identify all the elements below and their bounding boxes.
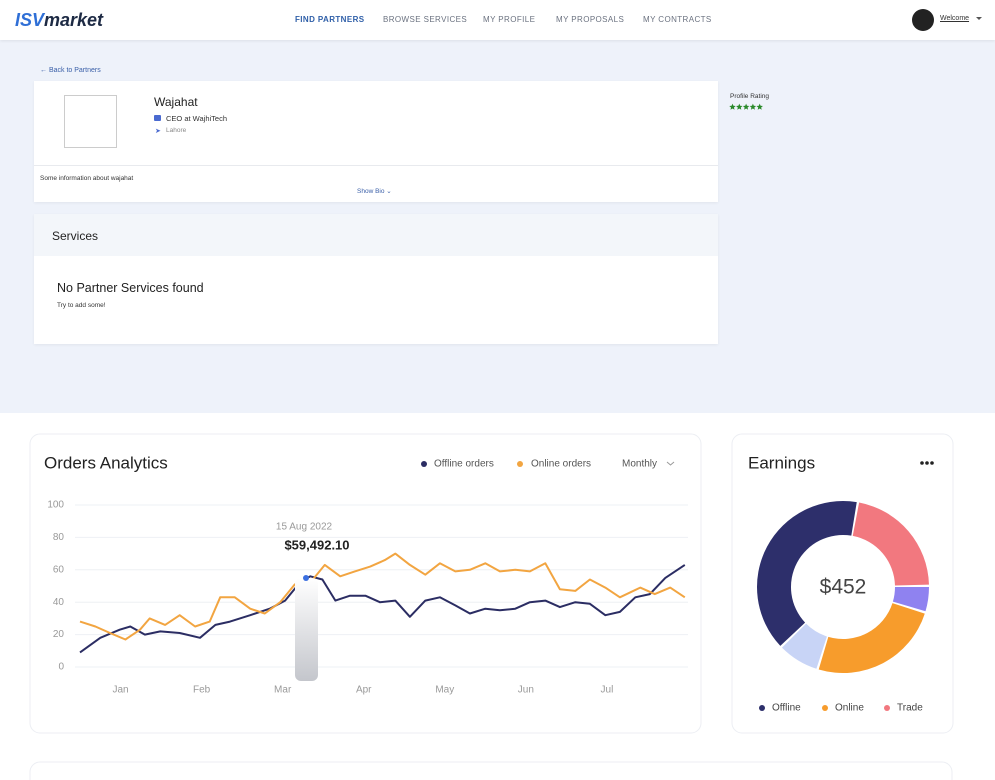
- legend-label: Offline: [772, 703, 801, 714]
- show-bio[interactable]: Show Bio ⌄: [357, 188, 392, 195]
- tooltip-dot: [303, 575, 309, 581]
- y-tick-label: 0: [58, 662, 64, 673]
- period-select[interactable]: Monthly: [622, 459, 657, 470]
- profile-bio: Some information about wajahat: [40, 175, 134, 182]
- profile-image: [64, 95, 117, 148]
- empty-title: No Partner Services found: [57, 281, 204, 295]
- separator: [34, 165, 718, 166]
- nav-link[interactable]: FIND PARTNERS: [295, 15, 365, 24]
- profile-role: CEO at WajhiTech: [166, 114, 227, 123]
- legend-dot: [421, 461, 427, 467]
- star: [742, 103, 750, 110]
- legend-label: Online orders: [531, 459, 591, 470]
- nav-link[interactable]: MY CONTRACTS: [643, 15, 712, 24]
- x-tick-label: Apr: [356, 685, 372, 696]
- logo-suffix: market: [44, 10, 104, 30]
- x-tick-label: Jun: [518, 685, 534, 696]
- stars: [729, 103, 763, 110]
- logo[interactable]: ISVmarket: [15, 10, 103, 31]
- welcome-menu[interactable]: Welcome: [940, 15, 970, 22]
- donut-segment: [892, 587, 929, 612]
- services-title: Services: [52, 229, 99, 243]
- orders-card: [29, 433, 702, 734]
- y-tick-label: 80: [53, 532, 65, 543]
- donut-segment: [852, 502, 929, 586]
- profile-location: Lahore: [166, 127, 187, 134]
- x-tick-label: Jul: [601, 685, 614, 696]
- y-tick-label: 20: [53, 629, 65, 640]
- line-series: [79, 564, 686, 654]
- legend-label: Trade: [897, 703, 923, 714]
- nav-link[interactable]: BROWSE SERVICES: [383, 15, 468, 24]
- show-bio-text: Show Bio: [357, 188, 385, 195]
- empty-hint: Try to add some!: [57, 302, 106, 309]
- location-icon: ➤: [155, 128, 161, 135]
- profile-card: Wajahat CEO at WajhiTech ➤ Lahore Some i…: [34, 81, 718, 202]
- x-tick-label: Feb: [193, 685, 211, 696]
- services-card: Services No Partner Services found Try t…: [34, 214, 718, 344]
- legend-label: Online: [835, 703, 864, 714]
- navbar: ISVmarket FIND PARTNERS BROWSE SERVICES …: [0, 0, 995, 40]
- back-link[interactable]: ← Back to Partners: [40, 67, 101, 74]
- y-tick-label: 100: [47, 500, 64, 511]
- services-header: [34, 214, 718, 256]
- chevron: [666, 461, 675, 466]
- nav-link[interactable]: MY PROPOSALS: [556, 15, 625, 24]
- menu-dots[interactable]: [920, 461, 934, 465]
- x-tick-label: Mar: [274, 685, 292, 696]
- legend-dot: [759, 705, 765, 711]
- donut-segment: [818, 603, 925, 673]
- profile-name: Wajahat: [154, 95, 198, 109]
- y-tick-label: 40: [53, 597, 65, 608]
- rating-stars: [729, 103, 763, 110]
- next-card: [29, 761, 953, 780]
- logo-prefix: ISV: [15, 10, 45, 30]
- nav-link[interactable]: MY PROFILE: [483, 15, 536, 24]
- star: [749, 103, 757, 110]
- legend-dot: [517, 461, 523, 467]
- earnings-card: [731, 433, 954, 734]
- donut-segment: [781, 623, 827, 669]
- analytics: Orders Analytics Offline orders Online o…: [29, 433, 954, 780]
- briefcase-icon: [154, 115, 161, 121]
- star: [756, 103, 763, 110]
- x-tick-label: May: [435, 685, 454, 696]
- donut-segment: [757, 501, 857, 646]
- chart-title: Earnings: [748, 453, 815, 472]
- rating-label: Profile Rating: [730, 93, 770, 100]
- star: [736, 103, 743, 110]
- caret: [976, 17, 982, 20]
- chart-title: Orders Analytics: [44, 453, 168, 472]
- star: [729, 103, 736, 110]
- donut-total: $452: [820, 576, 867, 599]
- tooltip-date: 15 Aug 2022: [276, 522, 333, 533]
- tooltip-bar: [295, 578, 318, 681]
- donut: Offline Online Trade: [757, 501, 929, 714]
- line-series: [79, 552, 686, 641]
- back-text: Back to Partners: [48, 67, 101, 74]
- tooltip-value: $59,492.10: [284, 537, 349, 552]
- avatar[interactable]: [912, 9, 934, 31]
- plot: 0 20 40 60 80 100 Jan Feb Mar Apr May Jun Jul: [47, 500, 688, 696]
- y-tick-label: 60: [53, 564, 65, 575]
- x-tick-label: Jan: [112, 685, 128, 696]
- legend-dot: [884, 705, 890, 711]
- legend-dot: [822, 705, 828, 711]
- legend-label: Offline orders: [434, 459, 494, 470]
